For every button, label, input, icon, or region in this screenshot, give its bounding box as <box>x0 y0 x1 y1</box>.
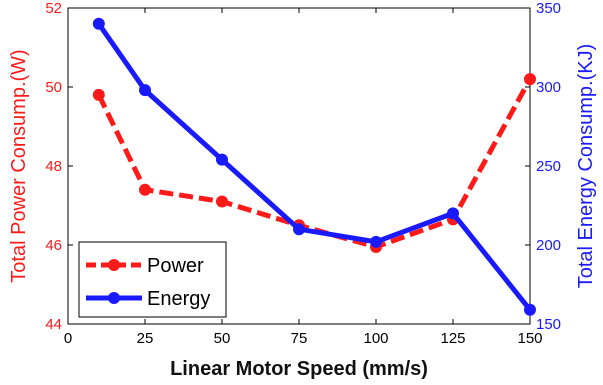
legend: Power Energy <box>78 241 227 318</box>
y-left-tick-label: 48 <box>45 158 62 175</box>
x-tick-label: 25 <box>137 330 154 347</box>
series-energy-point <box>524 303 536 316</box>
series-power-point <box>92 88 105 101</box>
series-energy-point <box>370 235 382 248</box>
series-energy-point <box>447 207 459 220</box>
legend-energy-marker <box>108 292 120 304</box>
series-power-point <box>524 73 536 86</box>
y-right-tick-label: 200 <box>536 237 561 254</box>
series-energy-point <box>92 17 105 30</box>
y-left-tick-label: 44 <box>45 316 62 333</box>
y-right-tick-label: 250 <box>536 158 561 175</box>
y-right-tick-label: 150 <box>536 316 561 333</box>
y-left-tick-label: 50 <box>45 79 62 96</box>
x-tick-label: 50 <box>214 330 231 347</box>
x-tick-label: 100 <box>363 330 388 347</box>
x-tick-label: 125 <box>440 330 465 347</box>
y-right-tick-label: 300 <box>536 79 561 96</box>
y-left-tick-label: 46 <box>45 237 62 254</box>
y-axis-right-label: Total Energy Consump.(KJ) <box>575 44 597 289</box>
series-power-point <box>216 195 228 208</box>
legend-box <box>78 241 227 318</box>
series-power-point <box>139 183 151 196</box>
x-tick-label: 0 <box>64 330 72 347</box>
x-tick-label: 75 <box>291 330 308 347</box>
x-axis-label: Linear Motor Speed (mm/s) <box>170 358 428 380</box>
axes-group: 0 25 50 75 100 125 150 44 46 48 50 52 150 200 250 300 35… <box>45 0 561 347</box>
series-energy-point <box>139 84 151 97</box>
legend-energy-label: Energy <box>147 288 210 310</box>
series-energy-point <box>216 153 228 166</box>
series-layer <box>92 17 536 316</box>
y-left-tick-label: 52 <box>45 0 62 17</box>
x-tick-label: 150 <box>517 330 542 347</box>
y-right-tick-label: 350 <box>536 0 561 17</box>
legend-power-label: Power <box>147 255 204 277</box>
y-axis-left-label: Total Power Consump.(W) <box>8 49 30 282</box>
legend-power-marker <box>108 259 120 271</box>
series-energy-point <box>293 223 305 236</box>
